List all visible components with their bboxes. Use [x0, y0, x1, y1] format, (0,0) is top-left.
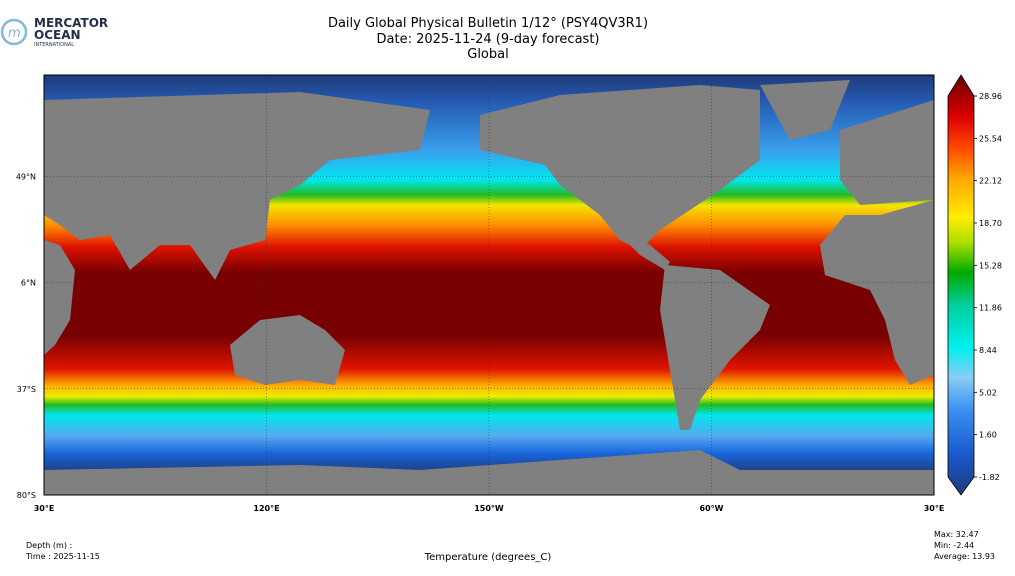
colorbar-tick-label: 25.54 [979, 134, 1002, 143]
colorbar-tick-label: -1.82 [979, 473, 1000, 482]
region: Global [467, 47, 508, 62]
lat-label: 37°S [17, 385, 36, 394]
greenland [760, 80, 850, 140]
lat-label: 6°N [21, 279, 36, 288]
max: Max: 32.47 [934, 530, 979, 539]
colorbar-tick-label: 18.70 [979, 219, 1002, 228]
colorbar-tick-label: 1.60 [979, 431, 997, 440]
lon-label: 30°E [924, 504, 945, 513]
lon-label: 120°E [253, 504, 279, 513]
africa-west [820, 200, 934, 385]
colorbar-tick-label: 11.86 [979, 304, 1002, 313]
min: Min: -2.44 [934, 541, 974, 550]
land [44, 80, 934, 495]
colorbar-tick-label: 28.96 [979, 92, 1002, 101]
title: Daily Global Physical Bulletin 1/12° (PS… [328, 16, 648, 31]
europe [840, 100, 934, 205]
logo-icon-letter: m [8, 26, 21, 41]
variable: Temperature (degrees_C) [424, 552, 552, 563]
lon-label: 150°W [474, 504, 504, 513]
time: Time : 2025-11-15 [25, 552, 100, 561]
logo-text: INTERNATIONAL [34, 42, 74, 48]
lat-label: 49°N [16, 172, 36, 181]
colorbar-tick-label: 22.12 [979, 177, 1002, 186]
lon-label: 30°E [34, 504, 55, 513]
logo: m MERCATOR OCEAN INTERNATIONAL [0, 16, 108, 48]
colorbar-tick-label: 5.02 [979, 388, 997, 397]
central-america [600, 215, 670, 270]
south-america [660, 265, 770, 430]
north-america [480, 85, 760, 250]
colorbar-body [947, 74, 975, 496]
map-frame [43, 74, 935, 496]
colorbar: 28.96 25.54 22.12 18.70 15.28 11.86 8.44 5.02 1.… [947, 74, 1002, 496]
australia [230, 315, 345, 385]
average: Average: 13.93 [934, 552, 995, 561]
eurasia [44, 92, 430, 280]
africa-east [44, 240, 75, 355]
depth: Depth (m) : [26, 541, 72, 550]
date: Date: 2025-11-24 (9-day forecast) [377, 32, 600, 47]
colorbar-tick-label: 15.28 [979, 261, 1002, 270]
logo-icon [0, 18, 28, 46]
lon-label: 60°W [700, 504, 724, 513]
lat-label: 80°S [17, 491, 36, 500]
map [43, 74, 935, 496]
colorbar-tick-label: 8.44 [979, 346, 997, 355]
logo-text: OCEAN [34, 28, 81, 42]
logo-text: MERCATOR [34, 16, 108, 30]
